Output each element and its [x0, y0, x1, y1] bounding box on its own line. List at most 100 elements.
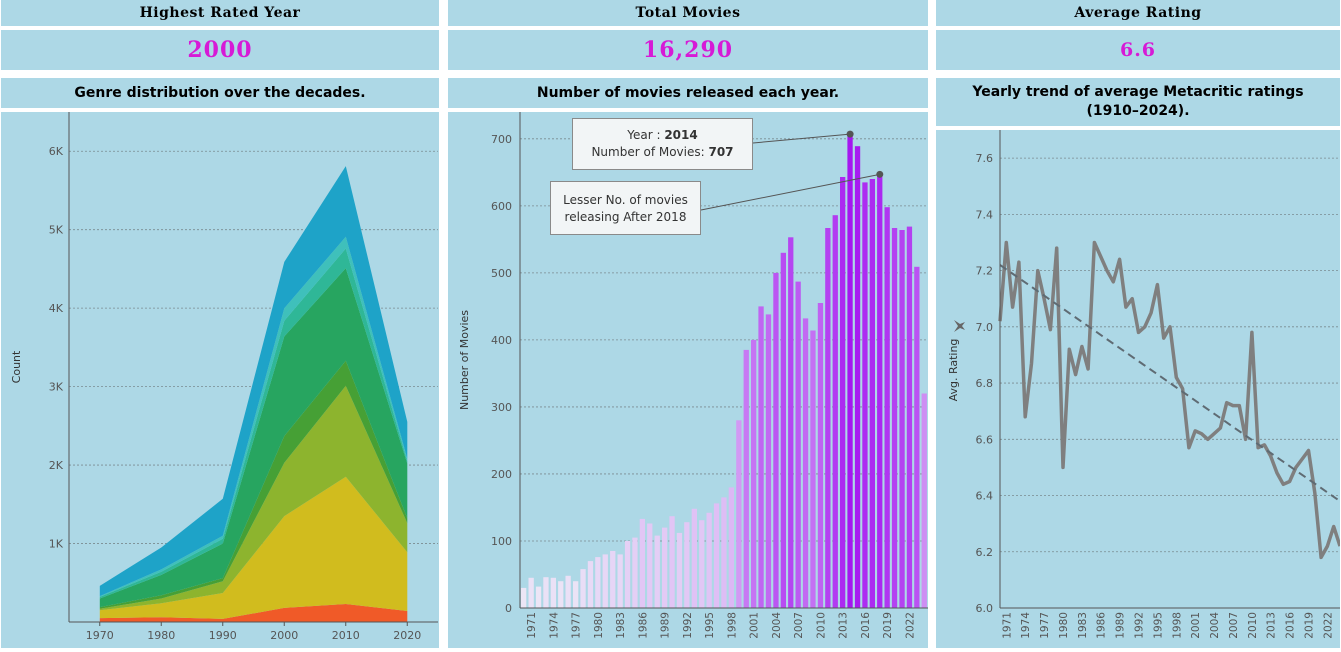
movies-bar-2011 [825, 228, 831, 608]
movies-bar-1996 [713, 503, 720, 608]
rating-x-tick-label: 2016 [1285, 612, 1297, 639]
movies-bar-1998 [728, 487, 734, 608]
genre-area-series-4 [99, 268, 408, 608]
movies-x-tick-label: 2007 [793, 612, 805, 639]
movies-x-tick-label: 1992 [682, 612, 694, 639]
kpi-highest-rated-year-title: Highest Rated Year [1, 0, 439, 26]
movies-bar-2008 [802, 318, 809, 608]
movies-bar-1982 [610, 551, 616, 608]
tooltip-point-marker [846, 130, 854, 138]
kpi-total-movies-title: Total Movies [448, 0, 928, 26]
movies-bar-1970 [521, 587, 527, 608]
tooltip-connector-line [752, 133, 851, 144]
movies-bar-1971 [528, 577, 534, 608]
movies-y-axis-label: Number of Movies [458, 310, 471, 410]
genre-y-tick-label: 3K [49, 381, 64, 394]
rating-x-tick-label: 1980 [1058, 612, 1070, 639]
movies-bar-1973 [543, 577, 549, 608]
movies-bar-chart: 0 100 200 300 400 500 600 700 1971 1974 1977 1980 19… [458, 112, 928, 639]
rating-x-tick-label: 1995 [1152, 612, 1164, 639]
movies-bar-1975 [558, 581, 564, 608]
genre-x-tick-label: 1970 [86, 629, 114, 642]
movies-bar-2012 [832, 215, 838, 608]
movies-bar-2021 [899, 230, 905, 608]
annotation-line-1: Lesser No. of movies [563, 193, 688, 207]
rating-y-tick-label: 7.2 [976, 265, 994, 278]
movies-y-tick-label: 0 [505, 602, 512, 615]
movies-y-tick-label: 100 [491, 535, 512, 548]
movies-y-tick-label: 600 [491, 200, 512, 213]
movies-bar-1972 [535, 586, 542, 608]
tooltip-year-value: 2014 [664, 128, 698, 142]
rating-y-tick-label: 7.0 [976, 321, 994, 334]
movies-bar-2018 [877, 174, 883, 609]
movies-bar-2017 [869, 179, 875, 608]
movies-bar-1979 [587, 561, 594, 608]
pin-icon [954, 320, 965, 332]
rating-x-tick-label: 2004 [1209, 612, 1221, 639]
kpi-highest-rated-year-value: 2000 [1, 30, 439, 70]
tooltip-count-value: 707 [708, 145, 734, 159]
movies-bar-1988 [654, 535, 660, 608]
after-2018-annotation: Lesser No. of movies releasing After 201… [550, 181, 701, 235]
genre-y-tick-label: 2K [49, 459, 64, 472]
movies-y-tick-label: 500 [491, 267, 512, 280]
movies-bar-1991 [676, 532, 683, 608]
genre-area-series-2 [99, 385, 408, 611]
rating-x-tick-label: 1989 [1115, 612, 1127, 639]
movies-x-tick-label: 2019 [882, 612, 894, 639]
rating-line-chart: 6.0 6.2 6.4 6.6 6.8 7.0 7.2 7.4 7.6 1971 1974 1977 1… [947, 130, 1341, 639]
movies-bar-2003 [765, 314, 772, 608]
movies-bar-2009 [810, 330, 816, 608]
movies-bar-2006 [788, 237, 794, 609]
movies-bar-2004 [773, 272, 779, 608]
rating-x-tick-label: 2010 [1247, 612, 1259, 639]
movies-y-tick-label: 300 [491, 401, 512, 414]
movies-bar-1983 [617, 554, 623, 608]
movies-bar-1992 [684, 522, 690, 608]
rating-x-tick-label: 1998 [1171, 612, 1183, 639]
rating-y-tick-label: 6.2 [976, 546, 994, 559]
movies-bar-1980 [595, 557, 601, 608]
genre-x-tick-label: 1980 [147, 629, 175, 642]
movies-bar-2005 [780, 252, 786, 609]
movies-bar-1984 [624, 541, 631, 608]
movies-x-tick-label: 1980 [593, 612, 605, 639]
movies-y-tick-label: 700 [491, 133, 512, 146]
rating-x-tick-label: 2013 [1266, 612, 1278, 639]
movies-bar-2023 [914, 266, 920, 608]
movies-bar-1974 [550, 577, 556, 608]
movies-x-tick-label: 1998 [726, 612, 738, 639]
movies-x-tick-label: 2001 [749, 612, 761, 639]
movies-y-tick-label: 400 [491, 334, 512, 347]
rating-chart-title: Yearly trend of average Metacritic ratin… [936, 78, 1340, 126]
movies-bar-2016 [862, 182, 868, 608]
genre-x-tick-label: 2010 [332, 629, 360, 642]
movies-bar-2001 [751, 339, 757, 608]
movies-bar-1997 [721, 497, 727, 608]
kpi-average-rating-title: Average Rating [936, 0, 1340, 26]
annotation-connector-line [700, 173, 880, 211]
genre-area-chart: 1K 2K 3K 4K 5K 6K 1970 1980 1990 2000 2010 2020 Coun… [10, 112, 438, 642]
rating-y-tick-label: 6.4 [976, 490, 994, 503]
rating-x-tick-label: 1974 [1020, 612, 1032, 639]
movies-bar-2020 [891, 228, 898, 608]
rating-line-series [998, 240, 1341, 560]
movies-bar-2015 [854, 146, 861, 608]
movies-bar-1977 [573, 581, 579, 608]
annotation-point-marker [876, 170, 884, 178]
movies-bar-1978 [580, 569, 586, 608]
genre-y-tick-label: 1K [49, 538, 64, 551]
movies-x-tick-label: 2010 [815, 612, 827, 639]
movies-bar-1987 [647, 523, 653, 608]
genre-x-tick-label: 1990 [209, 629, 237, 642]
rating-x-tick-label: 2022 [1322, 612, 1334, 639]
tooltip-year-label: Year : [627, 128, 665, 142]
genre-y-axis-label: Count [10, 350, 23, 383]
movies-chart-panel: 0 100 200 300 400 500 600 700 1971 1974 1977 1980 19… [448, 112, 928, 648]
rating-x-tick-label: 1983 [1077, 612, 1089, 639]
movies-x-tick-label: 1971 [526, 612, 538, 639]
movies-x-tick-label: 1995 [704, 612, 716, 639]
movies-x-tick-label: 2016 [860, 612, 872, 639]
kpi-average-rating-value: 6.6 [936, 30, 1340, 70]
